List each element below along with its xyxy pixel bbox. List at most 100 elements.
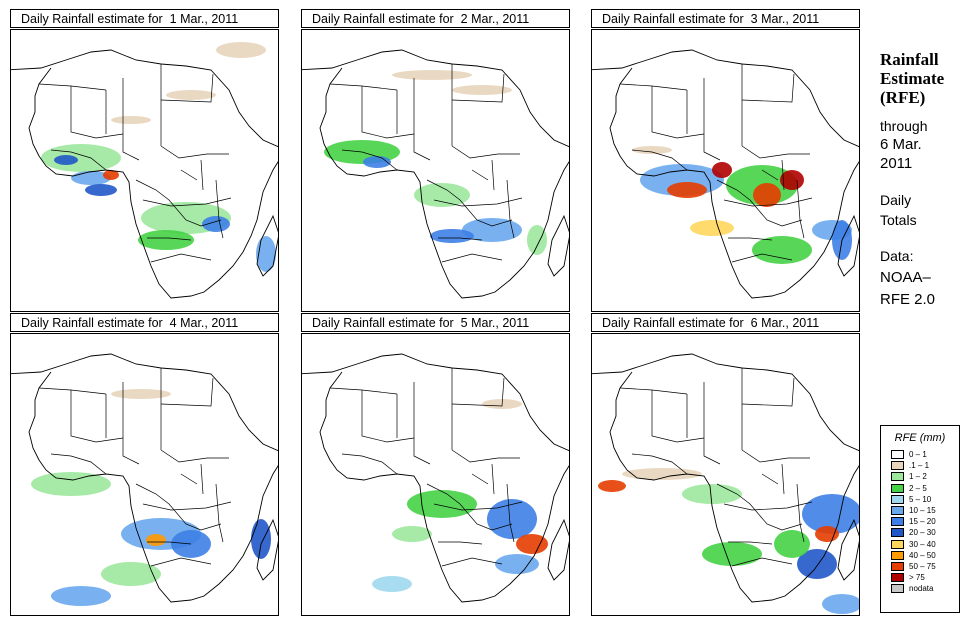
country-border	[731, 557, 793, 567]
country-border	[651, 390, 705, 443]
country-border	[122, 382, 140, 465]
legend-item: .1 – 1	[891, 460, 959, 471]
rainfall-map	[591, 29, 860, 312]
legend-swatch	[891, 561, 904, 571]
legend-label: 20 – 30	[909, 528, 936, 538]
madagascar-outline	[837, 214, 859, 277]
legend-swatch	[891, 506, 904, 516]
legend-item: 0 – 1	[891, 449, 959, 460]
legend-label: > 75	[909, 573, 925, 583]
country-border	[361, 86, 415, 139]
rainfall-cell	[414, 183, 470, 207]
legend-item: > 75	[891, 572, 959, 583]
rainfall-map	[301, 333, 570, 616]
rainfall-cell	[622, 468, 702, 480]
country-border	[728, 237, 773, 241]
country-border	[70, 390, 124, 443]
rainfall-cell	[452, 85, 512, 95]
rainfall-cell	[51, 586, 111, 606]
madagascar-outline	[547, 214, 569, 277]
rainfall-cell	[462, 218, 522, 242]
country-border	[341, 453, 398, 475]
totals-label: Totals	[880, 212, 917, 228]
rfe-panel-day-4: Daily Rainfall estimate for 4 Mar., 2011	[10, 313, 281, 616]
country-border	[441, 557, 503, 567]
data-source: NOAA–	[880, 269, 931, 286]
coastline	[592, 49, 859, 299]
rainfall-cell	[712, 162, 732, 178]
legend-item: 2 – 5	[891, 483, 959, 494]
country-border	[426, 179, 513, 227]
legend-item: 15 – 20	[891, 516, 959, 527]
rainfall-cell	[202, 216, 230, 232]
country-border	[741, 377, 795, 407]
country-border	[703, 382, 721, 465]
rainfall-cell	[702, 542, 762, 566]
legend-label: 40 – 50	[909, 550, 936, 560]
country-border	[651, 86, 705, 139]
coastline	[302, 49, 569, 299]
country-border	[631, 453, 688, 475]
country-border	[361, 390, 415, 443]
rainfall-cell	[752, 236, 812, 264]
country-border	[781, 463, 785, 495]
legend-swatch	[891, 450, 904, 460]
rainfall-cell	[251, 519, 271, 559]
rainfall-cell	[598, 480, 626, 492]
rainfall-cell	[690, 220, 734, 236]
country-border	[215, 483, 224, 543]
rainfall-cell	[111, 389, 171, 399]
legend-item: 20 – 30	[891, 527, 959, 538]
country-border	[506, 483, 515, 543]
rainfall-cell	[101, 562, 161, 586]
legend-swatch	[891, 573, 904, 583]
country-border	[329, 387, 398, 395]
daily-label: Daily	[880, 192, 912, 208]
rainfall-cell	[815, 526, 839, 542]
country-border	[329, 83, 398, 91]
legend-swatch	[891, 517, 904, 527]
country-border	[761, 169, 779, 181]
legend-label: .1 – 1	[909, 461, 930, 471]
heading-line: Estimate	[880, 69, 945, 88]
rainfall-cell	[822, 594, 859, 614]
country-border	[150, 253, 212, 263]
rainfall-cell	[166, 90, 216, 100]
legend-swatch	[891, 472, 904, 482]
madagascar-outline	[256, 518, 278, 581]
rainfall-map	[10, 333, 279, 616]
country-border	[631, 149, 688, 171]
rainfall-cell	[54, 155, 78, 165]
country-border	[619, 83, 688, 91]
africa-rainfall-map	[11, 42, 278, 299]
rfe-panel-day-6: Daily Rainfall estimate for 6 Mar., 2011	[591, 313, 862, 616]
rainfall-cell	[363, 156, 391, 168]
country-border	[160, 449, 229, 463]
country-border	[135, 483, 222, 531]
panel-title: Daily Rainfall estimate for 4 Mar., 2011	[10, 313, 279, 332]
country-border	[160, 145, 229, 159]
rainfall-cell	[430, 229, 474, 243]
country-border	[441, 253, 503, 263]
country-border	[147, 541, 192, 545]
legend-swatch	[891, 494, 904, 504]
country-border	[50, 149, 107, 171]
country-border	[451, 145, 520, 159]
country-border	[122, 78, 140, 161]
legend-item: 40 – 50	[891, 550, 959, 561]
country-border	[741, 73, 795, 103]
country-border	[38, 83, 107, 91]
legend-label: 10 – 15	[909, 506, 936, 516]
rainfall-cell	[753, 183, 781, 207]
country-border	[180, 473, 198, 485]
legend-swatch	[891, 528, 904, 538]
country-border	[70, 86, 124, 139]
country-border	[426, 483, 513, 531]
legend-swatch	[891, 584, 904, 594]
legend-item: 30 – 40	[891, 539, 959, 550]
country-border	[728, 541, 773, 545]
rainfall-cell	[487, 499, 537, 539]
panel-title: Daily Rainfall estimate for 2 Mar., 2011	[301, 9, 570, 28]
country-border	[451, 377, 505, 407]
